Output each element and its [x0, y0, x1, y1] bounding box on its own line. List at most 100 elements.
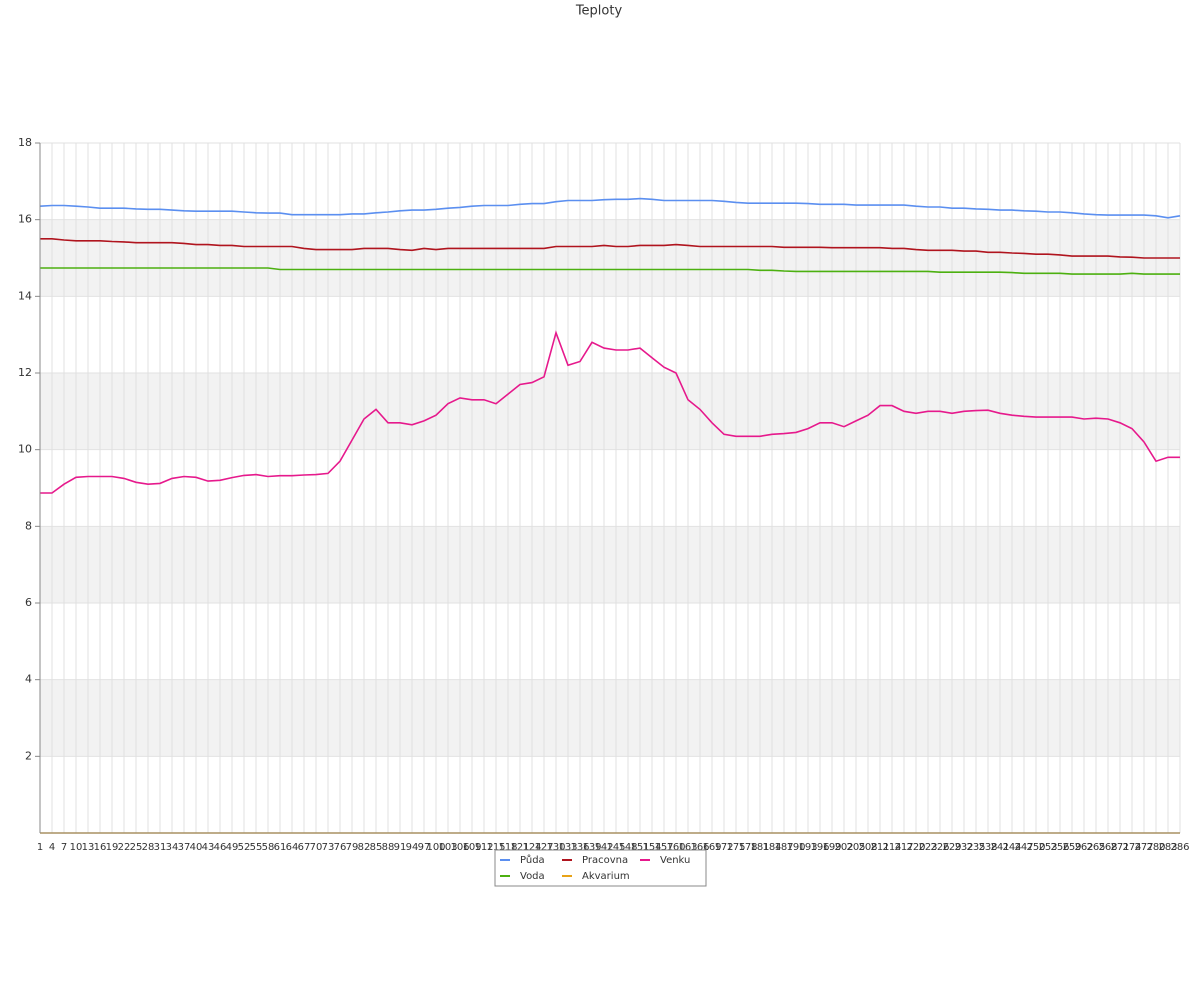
- x-tick-label: 118: [498, 842, 517, 853]
- chart-title: Teploty: [575, 4, 623, 19]
- x-tick-label: 286: [1170, 842, 1189, 853]
- x-tick-label: 61: [274, 842, 287, 853]
- x-tick-label: 55: [250, 842, 263, 853]
- x-tick-label: 19: [106, 842, 119, 853]
- x-tick-label: 172: [714, 842, 733, 853]
- legend-label: Půda: [520, 854, 545, 866]
- y-tick-label: 4: [25, 673, 32, 686]
- x-tick-label: 115: [486, 842, 505, 853]
- x-tick-label: 85: [370, 842, 383, 853]
- x-tick-label: 112: [474, 842, 493, 853]
- x-tick-label: 10: [70, 842, 83, 853]
- x-tick-label: 169: [702, 842, 721, 853]
- y-tick-label: 14: [18, 289, 32, 302]
- legend-box: [494, 849, 707, 887]
- x-tick-label: 43: [202, 842, 215, 853]
- x-tick-label: 4: [49, 842, 55, 853]
- y-tick-label: 6: [25, 596, 32, 609]
- x-tick-label: 235: [966, 842, 985, 853]
- x-tick-label: 223: [918, 842, 937, 853]
- x-tick-label: 28: [142, 842, 155, 853]
- x-tick-label: 139: [582, 842, 601, 853]
- x-tick-label: 154: [642, 842, 661, 853]
- y-tick-label: 16: [18, 213, 32, 226]
- x-tick-label: 1: [37, 842, 43, 853]
- grid-band: [40, 526, 1180, 603]
- x-tick-label: 58: [262, 842, 275, 853]
- grid-band: [40, 373, 1180, 450]
- series-line: [40, 238, 1180, 259]
- x-tick-label: 40: [190, 842, 203, 853]
- x-tick-label: 127: [534, 842, 553, 853]
- x-tick-label: 238: [978, 842, 997, 853]
- legend-label: Pracovna: [582, 855, 628, 866]
- x-tick-label: 268: [1098, 842, 1117, 853]
- x-tick-label: 196: [810, 842, 829, 853]
- x-tick-label: 280: [1146, 842, 1165, 853]
- x-tick-label: 217: [894, 842, 913, 853]
- x-tick-label: 148: [618, 842, 637, 853]
- x-tick-label: 199: [822, 842, 841, 853]
- x-tick-label: 16: [94, 842, 107, 853]
- x-tick-label: 256: [1050, 842, 1069, 853]
- x-tick-label: 145: [606, 842, 625, 853]
- x-tick-label: 130: [546, 842, 565, 853]
- legend-label: Voda: [520, 871, 545, 882]
- x-tick-label: 97: [418, 842, 431, 853]
- x-tick-label: 73: [322, 842, 335, 853]
- y-tick-label: 18: [18, 136, 32, 149]
- x-tick-label: 160: [666, 842, 685, 853]
- legend-label: Venku: [660, 855, 690, 866]
- x-tick-label: 211: [870, 842, 889, 853]
- x-tick-label: 82: [358, 842, 371, 853]
- x-tick-label: 34: [166, 842, 179, 853]
- x-tick-label: 175: [726, 842, 745, 853]
- x-tick-label: 253: [1038, 842, 1057, 853]
- x-tick-label: 244: [1002, 842, 1021, 853]
- legend-label: Akvarium: [582, 871, 630, 882]
- x-tick-label: 202: [834, 842, 853, 853]
- x-tick-label: 271: [1110, 842, 1129, 853]
- x-tick-label: 220: [906, 842, 925, 853]
- x-tick-label: 52: [238, 842, 251, 853]
- y-tick-label: 2: [25, 749, 32, 762]
- y-tick-label: 12: [18, 366, 32, 379]
- grid-band: [40, 219, 1180, 297]
- x-tick-label: 247: [1014, 842, 1033, 853]
- x-tick-label: 283: [1158, 842, 1177, 853]
- x-tick-label: 25: [130, 842, 143, 853]
- x-tick-label: 214: [882, 842, 901, 853]
- x-tick-label: 163: [678, 842, 697, 853]
- x-tick-label: 79: [346, 842, 359, 853]
- x-tick-label: 226: [930, 842, 949, 853]
- x-tick-label: 262: [1074, 842, 1093, 853]
- x-tick-label: 190: [786, 842, 805, 853]
- x-tick-label: 184: [762, 842, 781, 853]
- x-tick-label: 64: [286, 842, 299, 853]
- x-tick-label: 208: [858, 842, 877, 853]
- x-tick-label: 94: [406, 842, 419, 853]
- x-tick-label: 232: [954, 842, 973, 853]
- y-tick-label: 10: [18, 443, 32, 456]
- x-tick-label: 109: [462, 842, 481, 853]
- x-tick-label: 229: [942, 842, 961, 853]
- x-tick-label: 151: [630, 842, 649, 853]
- x-tick-label: 142: [594, 842, 613, 853]
- x-tick-label: 22: [118, 842, 131, 853]
- x-tick-label: 31: [154, 842, 167, 853]
- x-tick-label: 166: [690, 842, 709, 853]
- series-line: [40, 330, 1180, 494]
- x-tick-label: 103: [438, 842, 457, 853]
- x-tick-label: 157: [654, 842, 673, 853]
- x-tick-label: 250: [1026, 842, 1045, 853]
- x-tick-label: 49: [226, 842, 239, 853]
- x-tick-label: 13: [82, 842, 95, 853]
- x-tick-label: 277: [1134, 842, 1153, 853]
- series-line: [39, 197, 1181, 219]
- x-tick-label: 181: [750, 842, 769, 853]
- x-tick-label: 88: [382, 842, 395, 853]
- x-tick-label: 274: [1122, 842, 1141, 853]
- x-tick-label: 241: [990, 842, 1009, 853]
